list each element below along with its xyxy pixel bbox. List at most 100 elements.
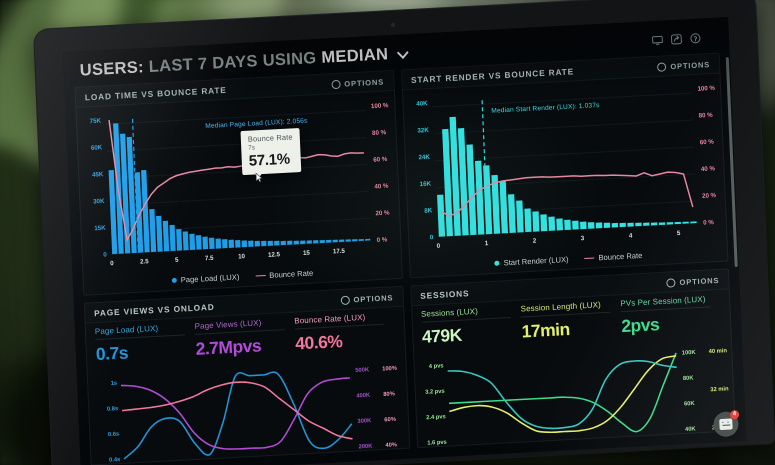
options-button[interactable]: OPTIONS [657,60,710,72]
svg-text:7.5: 7.5 [205,255,214,263]
chevron-down-icon[interactable] [396,47,410,61]
legend-item-start-render: Start Render (LUX) [494,254,569,268]
panel-sessions: SESSIONS OPTIONS Sessions (LUX) 479K [409,268,740,449]
stat-session-length: Session Length (LUX) 17min [520,299,621,342]
stat-sessions: Sessions (LUX) 479K [420,305,522,348]
svg-text:40K: 40K [684,426,696,433]
stat-label: Page Views (LUX) [194,317,285,335]
svg-text:60 %: 60 % [373,156,388,164]
options-label: OPTIONS [679,275,720,287]
chart-page-views-vs-onload: 0.4s 0.6s 0.8s 1s 200K 300K 400K 500K 40% 60% 80… [87,350,408,465]
svg-text:1s: 1s [111,381,118,387]
svg-text:45K: 45K [92,171,104,179]
svg-text:80%: 80% [383,391,396,398]
svg-text:4 pvs: 4 pvs [428,363,443,370]
stat-label: Bounce Rate (LUX) [294,311,385,330]
stat-page-views: Page Views (LUX) 2.7Mpvs [194,317,295,360]
svg-text:2.5: 2.5 [140,258,149,266]
svg-text:75K: 75K [90,117,102,125]
svg-text:100 %: 100 % [371,102,389,110]
chart-svg: 0 15K 30K 45K 60K 75K 0 % 20 % 40 % 60 % 80 % 100 … [90,102,391,267]
gear-icon [340,295,350,305]
title-using: USING [262,49,317,70]
svg-text:0.8s: 0.8s [107,406,118,413]
svg-text:32K: 32K [417,127,429,135]
svg-text:100 %: 100 % [697,85,715,93]
svg-text:0 %: 0 % [377,236,388,244]
gear-icon [666,277,676,288]
svg-text:300K: 300K [357,418,372,425]
mouse-cursor-icon [255,172,263,183]
page-title: USERS: LAST 7 DAYS USING MEDIAN [79,44,409,81]
desktop-icon[interactable] [652,35,663,47]
svg-text:17.5: 17.5 [333,248,346,256]
svg-text:2: 2 [532,237,536,244]
svg-text:60%: 60% [384,417,397,424]
laptop: USERS: LAST 7 DAYS USING MEDIAN [34,0,775,465]
legend-item-bounce-rate: Bounce Rate [584,250,643,263]
chart-load-time: 0 15K 30K 45K 60K 75K 0 % 20 % 40 % 60 % 80 % 100 … [76,91,400,278]
svg-text:15K: 15K [94,225,106,233]
svg-text:3.2 pvs: 3.2 pvs [425,389,445,396]
panel-title: PAGE VIEWS VS ONLOAD [93,301,215,319]
title-period[interactable]: LAST 7 DAYS [148,52,259,76]
legend-label: Bounce Rate [269,268,314,280]
chat-badge: 4 [729,410,740,420]
chart-svg: 0.4s 0.6s 0.8s 1s 200K 300K 400K 500K 40% 60% 80… [107,366,398,464]
svg-text:0: 0 [103,251,107,258]
svg-text:40 min: 40 min [708,348,727,355]
svg-text:5: 5 [175,257,179,264]
laptop-screen: USERS: LAST 7 DAYS USING MEDIAN [62,17,747,465]
svg-text:60K: 60K [683,401,695,408]
svg-text:16K: 16K [419,180,431,188]
gear-icon [331,79,341,89]
svg-text:80K: 80K [682,375,694,382]
analytics-dashboard: USERS: LAST 7 DAYS USING MEDIAN [62,17,747,465]
help-icon[interactable] [690,33,701,45]
stat-label: Sessions (LUX) [420,305,512,323]
panel-grid: LOAD TIME VS BOUNCE RATE OPTIONS [64,52,745,465]
panel-page-views: PAGE VIEWS VS ONLOAD OPTIONS Page Load (… [83,285,410,465]
svg-text:40 %: 40 % [374,183,389,191]
stat-label: Session Length (LUX) [520,299,611,318]
chart-sessions: 1.6 pvs 2.4 pvs 3.2 pvs 4 pvs 40K 60K 80K 100K… [413,332,734,447]
options-label: OPTIONS [344,76,385,89]
svg-text:400K: 400K [356,393,371,400]
svg-text:0.6s: 0.6s [108,432,119,439]
gear-icon [657,61,667,72]
svg-text:24K: 24K [418,154,430,162]
options-button[interactable]: OPTIONS [666,275,720,288]
svg-text:20 %: 20 % [701,192,716,200]
svg-text:500K: 500K [355,367,370,374]
stat-label: PVs Per Session (LUX) [620,294,711,313]
title-metric[interactable]: MEDIAN [321,45,389,67]
options-button[interactable]: OPTIONS [340,293,393,305]
options-button[interactable]: OPTIONS [331,77,384,89]
legend-item-page-load: Page Load (LUX) [171,272,240,285]
svg-text:10: 10 [238,253,246,261]
dashboard-header: USERS: LAST 7 DAYS USING MEDIAN [63,17,730,87]
tooltip-value: 57.1% [248,150,291,170]
options-label: OPTIONS [353,292,394,304]
share-icon[interactable] [671,34,682,46]
chat-icon [719,418,733,431]
stat-page-load: Page Load (LUX) 0.7s [94,322,196,365]
svg-text:5: 5 [676,230,680,237]
header-icons [652,32,713,46]
stat-label: Page Load (LUX) [94,322,186,341]
stat-pvs-per-session: PVs Per Session (LUX) 2pvs [620,294,721,337]
svg-text:40%: 40% [385,442,398,449]
stat-bounce-rate: Bounce Rate (LUX) 40.6% [294,311,395,354]
svg-text:2.4 pvs: 2.4 pvs [426,414,446,421]
panel-start-render: START RENDER VS BOUNCE RATE OPTIONS [400,52,729,279]
chart-start-render: 0 8K 16K 24K 32K 40K 0 % 20 % 40 % 60 % 80 % 100 %… [402,74,726,261]
legend-label: Bounce Rate [598,250,643,263]
svg-text:3: 3 [580,235,584,242]
chat-widget[interactable]: 4 [712,410,740,438]
svg-text:40 %: 40 % [700,165,715,173]
title-prefix: USERS: [79,58,145,80]
svg-text:30K: 30K [93,198,105,206]
legend-label: Start Render (LUX) [503,254,569,268]
svg-text:0: 0 [429,234,433,241]
